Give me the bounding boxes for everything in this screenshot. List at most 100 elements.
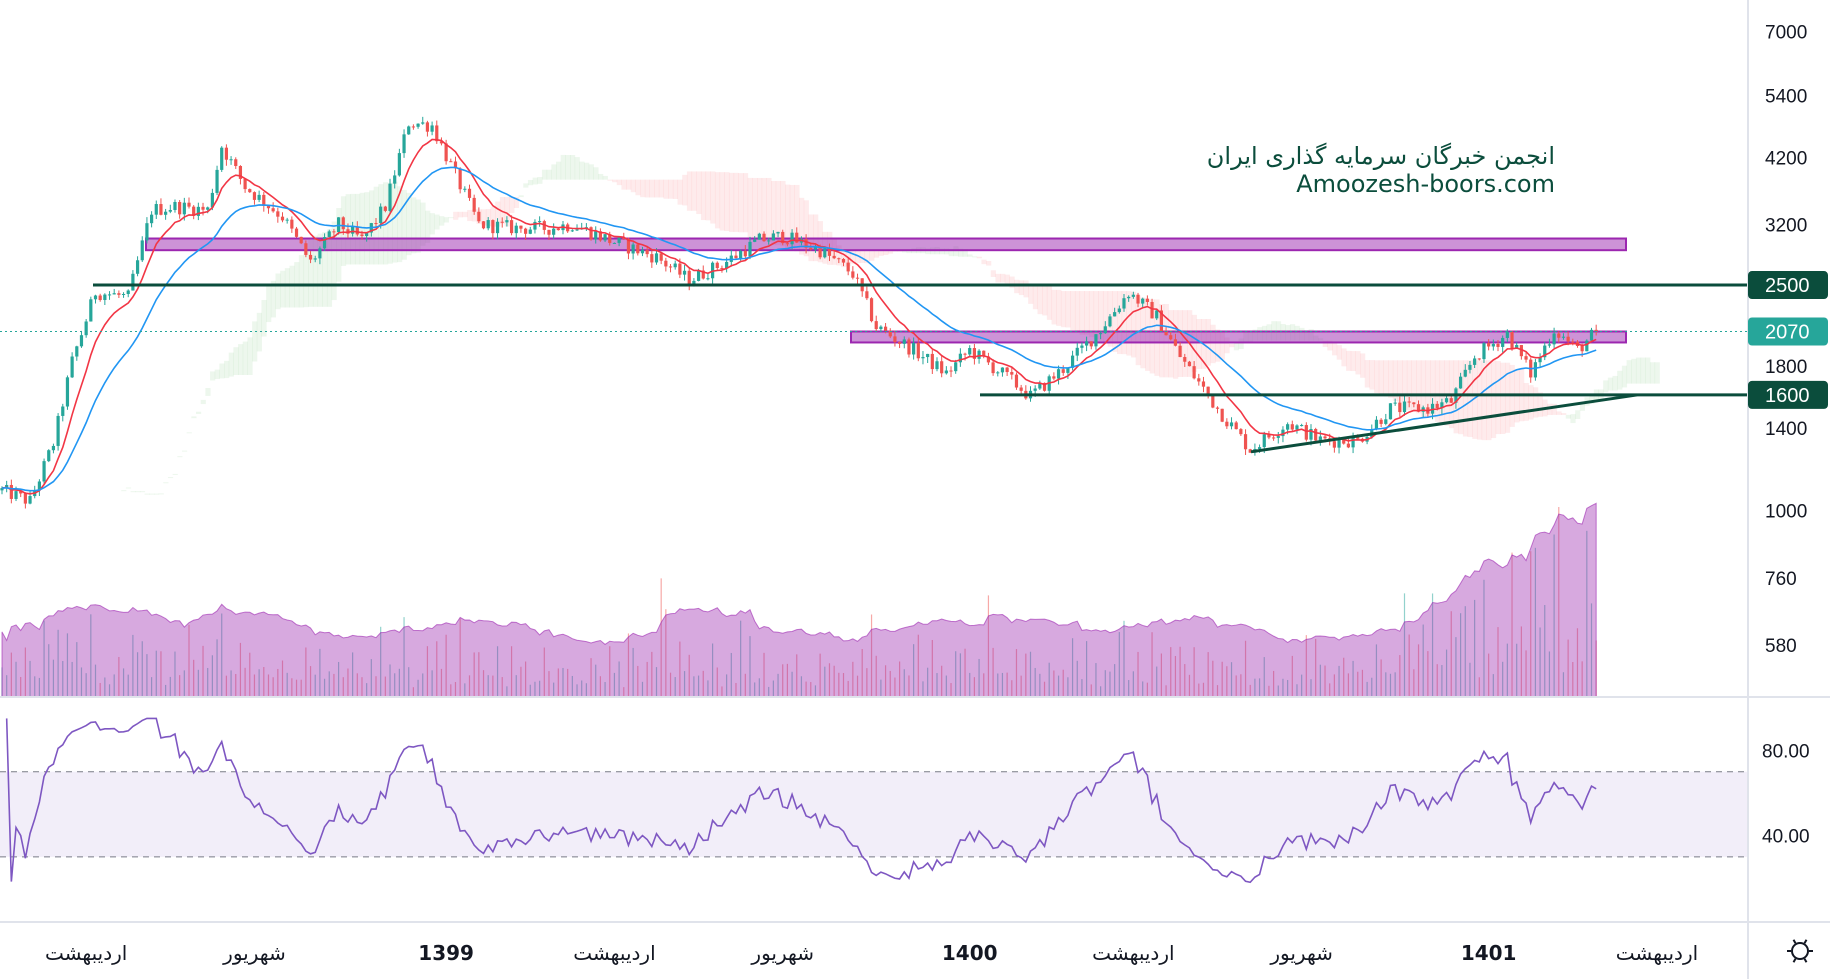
level-tag-1600: 1600 <box>1765 385 1810 407</box>
volume-bar <box>1385 672 1387 697</box>
candle-body <box>650 254 654 263</box>
cloud-segment <box>775 180 781 246</box>
cloud-segment <box>658 179 665 198</box>
cloud-segment <box>546 169 552 180</box>
candle-body <box>435 125 439 142</box>
candle-body <box>481 221 486 229</box>
volume-bar <box>501 677 503 697</box>
volume-bar <box>880 679 882 697</box>
volume-bar <box>758 678 760 697</box>
cloud-segment <box>836 245 842 266</box>
cloud-segment <box>1476 360 1483 440</box>
volume-bar <box>828 663 831 697</box>
candle-body <box>636 244 640 254</box>
volume-bar <box>712 643 714 697</box>
volume-bar <box>1216 685 1219 697</box>
time-label: اردیبهشت <box>573 941 655 965</box>
cloud-segment <box>1355 351 1361 375</box>
cloud-segment <box>406 192 412 256</box>
volume-bar <box>655 667 658 697</box>
volume-bar <box>842 673 845 697</box>
candle-body <box>855 277 860 279</box>
price-tick-label: 760 <box>1765 569 1797 590</box>
volume-bar <box>1492 674 1494 697</box>
cloud-segment <box>925 248 931 255</box>
volume-bar <box>782 664 784 697</box>
volume-bar <box>768 686 770 697</box>
volume-bar <box>482 670 485 697</box>
cloud-segment <box>1332 343 1338 356</box>
volume-bar <box>697 675 700 697</box>
volume-bar <box>1380 659 1382 697</box>
candle-body <box>5 484 9 489</box>
volume-bar <box>819 653 821 697</box>
volume-bar <box>1001 672 1004 697</box>
volume-bar <box>791 671 793 697</box>
cloud-segment <box>560 154 566 180</box>
candle-body <box>846 262 850 272</box>
cloud-segment <box>1032 284 1039 310</box>
candle-body <box>612 242 617 244</box>
price-tick-label: 1400 <box>1765 419 1807 440</box>
cloud-segment <box>1547 403 1553 415</box>
cloud-segment <box>962 249 968 257</box>
volume-bar <box>913 644 915 697</box>
candle-body <box>1234 422 1238 430</box>
cloud-segment <box>205 388 211 396</box>
volume-bar <box>398 668 400 697</box>
cloud-segment <box>859 249 866 263</box>
volume-bar <box>1212 660 1214 697</box>
cloud-segment <box>705 171 711 221</box>
candle-body <box>351 226 355 234</box>
cloud-segment <box>481 209 487 226</box>
cloud-segment <box>1486 360 1492 441</box>
volume-bar <box>436 641 438 697</box>
cloud-segment <box>532 177 538 185</box>
candle-body <box>1412 402 1416 405</box>
cloud-segment <box>630 179 636 193</box>
candle-body <box>608 234 612 243</box>
candle-body <box>902 339 906 344</box>
volume-bar <box>440 668 443 697</box>
candle-body <box>725 261 729 269</box>
candle-body <box>552 228 556 235</box>
candle-body <box>757 233 761 240</box>
volume-bar <box>225 675 227 697</box>
volume-bar <box>1020 675 1022 697</box>
candle-body <box>61 406 65 416</box>
volume-bar <box>188 624 190 697</box>
volume-bar <box>94 664 97 697</box>
candle-body <box>589 227 593 240</box>
price-tick-label: 4200 <box>1765 148 1807 169</box>
candle-body <box>954 362 958 372</box>
candle-body <box>1290 424 1294 430</box>
candle-body <box>430 125 434 132</box>
cloud-segment <box>527 179 534 186</box>
volume-bar <box>380 626 382 697</box>
volume-bar <box>122 668 125 697</box>
candle-body <box>79 335 84 347</box>
candle-body <box>1547 344 1552 346</box>
cloud-segment <box>574 157 580 180</box>
candle-body <box>313 258 317 260</box>
cloud-segment <box>682 174 688 206</box>
volume-bar <box>492 675 494 697</box>
cloud-segment <box>1088 291 1095 338</box>
volume-bar <box>903 669 905 697</box>
candle-body <box>921 357 925 359</box>
volume-bar <box>1156 666 1158 697</box>
level-tag-2500-box <box>1748 271 1828 300</box>
cloud-segment <box>322 232 328 307</box>
rsi-band <box>0 771 1748 857</box>
cloud-segment <box>196 411 202 414</box>
volume-bar <box>824 666 826 697</box>
volume-bar <box>1146 682 1148 697</box>
candle-body <box>678 263 682 275</box>
candle-body <box>70 356 74 378</box>
cloud-segment <box>1327 340 1333 351</box>
candle-body <box>1440 402 1444 409</box>
settings-icon[interactable] <box>1787 939 1813 963</box>
volume-bar <box>71 661 73 697</box>
cloud-segment <box>616 179 622 186</box>
